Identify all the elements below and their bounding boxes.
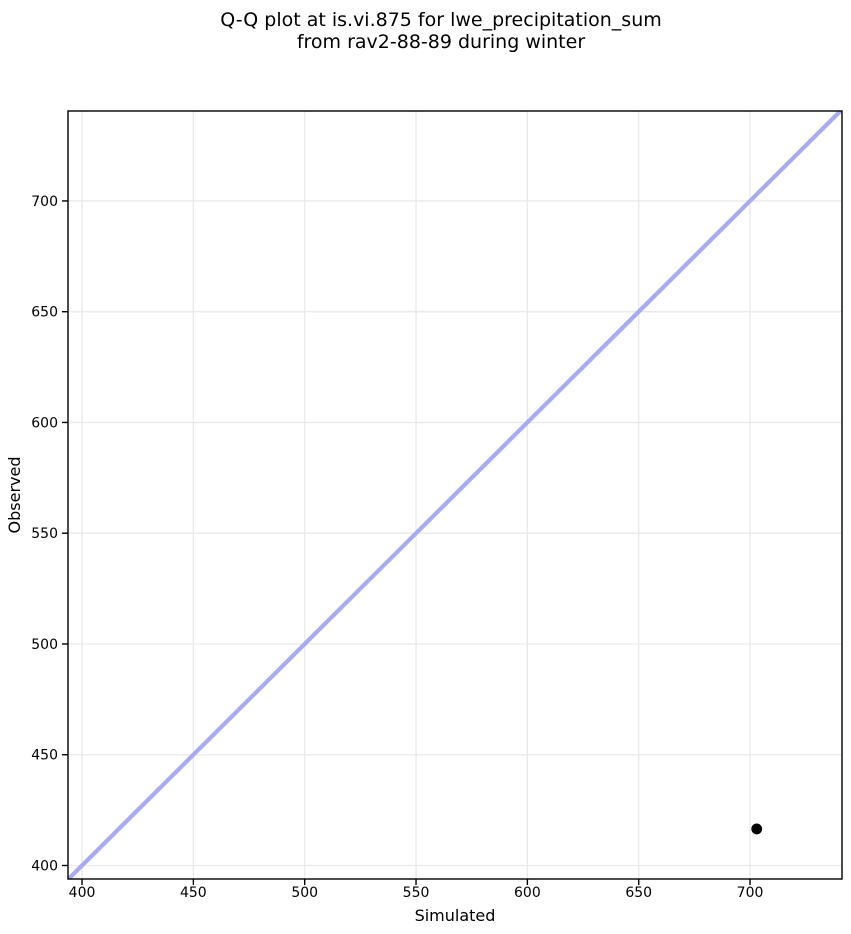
y-tick-label: 450 xyxy=(31,748,58,764)
y-tick-label: 400 xyxy=(31,858,58,874)
x-tick-label: 700 xyxy=(737,885,764,901)
series-layer xyxy=(68,111,842,879)
quantile-points-marker xyxy=(751,823,763,835)
plot-border xyxy=(67,110,843,880)
x-tick-label: 600 xyxy=(514,885,541,901)
x-tick-label: 650 xyxy=(625,885,652,901)
x-tick-label: 400 xyxy=(69,885,96,901)
x-axis-label: Simulated xyxy=(415,906,496,925)
identity-line xyxy=(68,111,842,879)
y-tick-label: 700 xyxy=(31,194,58,210)
y-tick-label: 500 xyxy=(31,637,58,653)
chart-title-line2: from rav2-88-89 during winter xyxy=(297,31,585,53)
y-tick-label: 650 xyxy=(31,305,58,321)
y-tick-label: 600 xyxy=(31,415,58,431)
y-tick-label: 550 xyxy=(31,526,58,542)
x-tick-label: 550 xyxy=(403,885,430,901)
x-tick-label: 500 xyxy=(291,885,318,901)
y-axis-label: Observed xyxy=(5,457,24,534)
axes-layer: 400 450 500 550 600 650 700 400 450 500 550 600 650 7… xyxy=(31,110,843,901)
x-tick-label: 450 xyxy=(180,885,207,901)
chart-title-line1: Q-Q plot at is.vi.875 for lwe_precipitat… xyxy=(220,9,662,31)
